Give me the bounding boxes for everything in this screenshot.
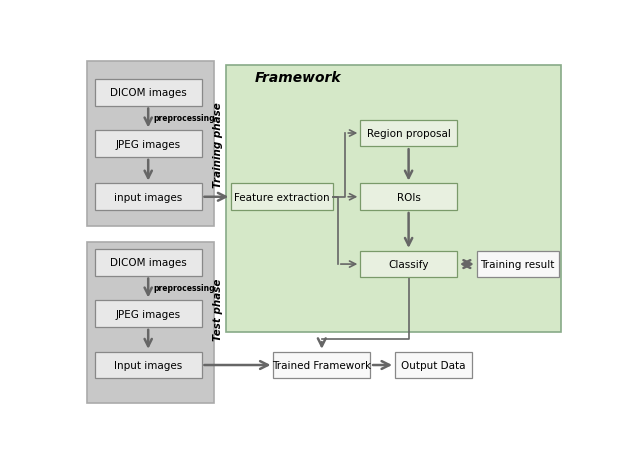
FancyBboxPatch shape	[395, 352, 472, 379]
Text: Output Data: Output Data	[401, 360, 466, 370]
Text: Trained Framework: Trained Framework	[272, 360, 371, 370]
Text: Input images: Input images	[114, 360, 182, 370]
Text: DICOM images: DICOM images	[110, 258, 187, 268]
FancyBboxPatch shape	[95, 184, 202, 211]
Text: Training phase: Training phase	[213, 102, 223, 188]
Text: Training result: Training result	[481, 259, 555, 269]
FancyBboxPatch shape	[95, 301, 202, 327]
Text: ROIs: ROIs	[397, 192, 420, 202]
Text: preprocessing: preprocessing	[153, 284, 215, 293]
FancyBboxPatch shape	[95, 249, 202, 276]
Text: Classify: Classify	[388, 259, 429, 269]
FancyBboxPatch shape	[95, 80, 202, 106]
Text: preprocessing: preprocessing	[153, 114, 215, 123]
FancyBboxPatch shape	[95, 131, 202, 157]
Text: DICOM images: DICOM images	[110, 88, 187, 98]
FancyBboxPatch shape	[360, 120, 457, 147]
Text: JPEG images: JPEG images	[116, 309, 180, 319]
FancyBboxPatch shape	[231, 184, 333, 211]
FancyBboxPatch shape	[95, 352, 202, 379]
FancyBboxPatch shape	[360, 184, 457, 211]
Text: Framework: Framework	[255, 71, 342, 85]
FancyBboxPatch shape	[273, 352, 370, 379]
FancyBboxPatch shape	[88, 62, 214, 226]
FancyBboxPatch shape	[88, 242, 214, 403]
Text: Test phase: Test phase	[213, 279, 223, 341]
Text: Region proposal: Region proposal	[367, 129, 451, 139]
Text: JPEG images: JPEG images	[116, 140, 180, 149]
Text: Feature extraction: Feature extraction	[234, 192, 330, 202]
Text: input images: input images	[114, 192, 182, 202]
FancyBboxPatch shape	[360, 251, 457, 278]
FancyBboxPatch shape	[477, 251, 559, 278]
FancyBboxPatch shape	[227, 66, 561, 332]
